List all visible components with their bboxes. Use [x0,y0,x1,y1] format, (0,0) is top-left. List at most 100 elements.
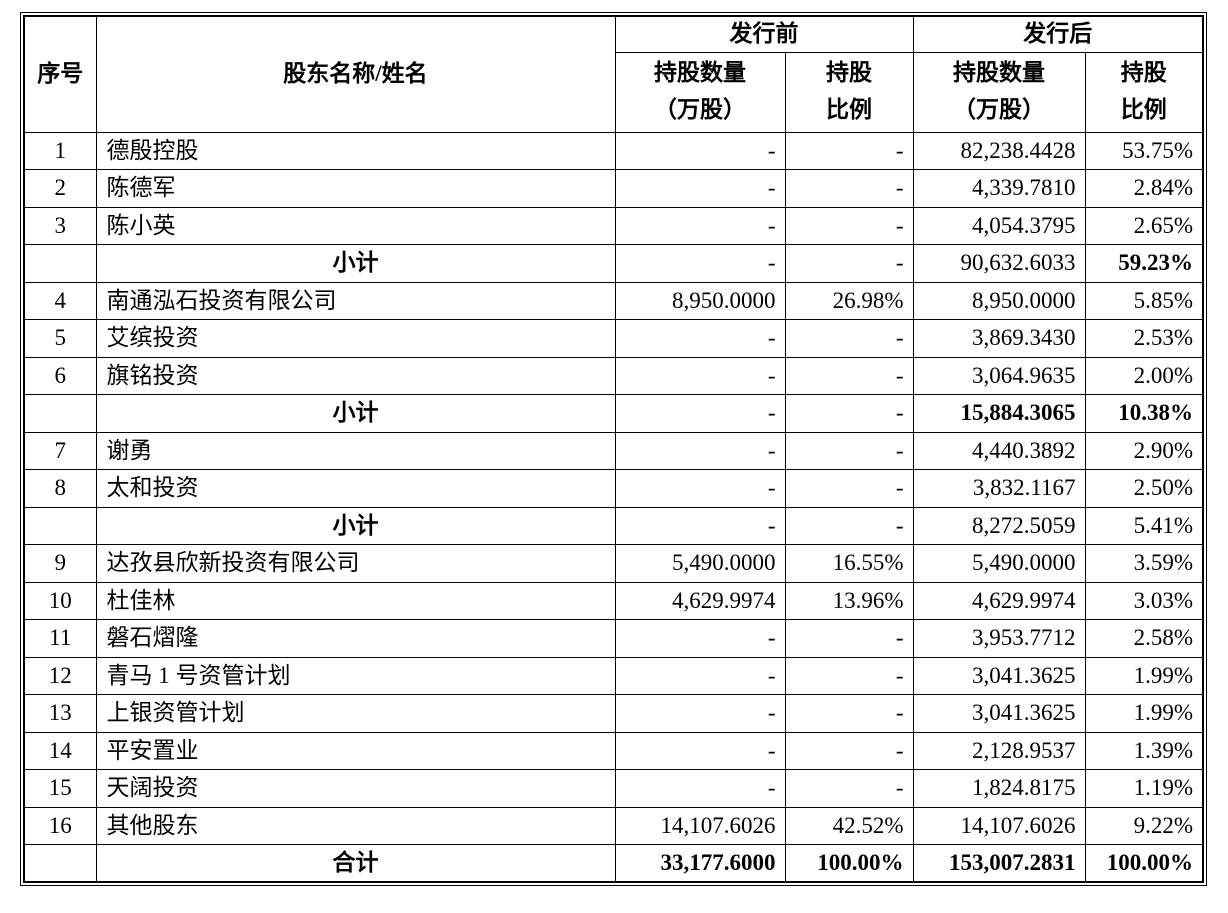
header-pre-ratio: 持股 比例 [784,51,914,133]
cell-post-qty: 90,632.6033 [912,244,1086,283]
table-row: 8 太和投资 - -3,832.1167 2.50% [23,469,1204,508]
header-post-qty: 持股数量 （万股） [912,51,1086,133]
cell-index: 4 [23,281,97,320]
cell-pre-qty: - [614,169,786,208]
cell-shareholder-name: 天阔投资 [95,769,616,808]
header-shareholder-name: 股东名称/姓名 [95,15,616,133]
cell-post-qty: 3,041.3625 [912,694,1086,733]
cell-post-qty: 15,884.3065 [912,394,1086,433]
cell-index [23,244,97,283]
cell-index: 3 [23,206,97,245]
cell-shareholder-name: 谢勇 [95,431,616,470]
cell-index: 6 [23,356,97,395]
cell-index [23,394,97,433]
cell-pre-ratio: - [784,506,914,545]
cell-post-ratio: 3.59% [1084,544,1204,583]
cell-index: 7 [23,431,97,470]
cell-index [23,506,97,545]
cell-pre-ratio: - [784,619,914,658]
table-row: 15 天阔投资 - -1,824.8175 1.19% [23,769,1204,808]
cell-pre-ratio: - [784,131,914,170]
cell-pre-ratio: - [784,356,914,395]
cell-pre-ratio: - [784,244,914,283]
cell-post-ratio: 2.65% [1084,206,1204,245]
table-row: 13 上银资管计划 - -3,041.3625 1.99% [23,694,1204,733]
table-row: 小计 - -8,272.5059 5.41% [23,506,1204,545]
cell-post-qty: 4,440.3892 [912,431,1086,470]
cell-pre-ratio: - [784,394,914,433]
table-row: 5 艾缤投资 - -3,869.3430 2.53% [23,319,1204,358]
cell-shareholder-name: 其他股东 [95,806,616,845]
cell-post-ratio: 5.41% [1084,506,1204,545]
cell-index: 16 [23,806,97,845]
cell-pre-ratio: 13.96% [784,581,914,620]
cell-post-ratio: 9.22% [1084,806,1204,845]
cell-pre-ratio: 16.55% [784,544,914,583]
cell-post-ratio: 2.53% [1084,319,1204,358]
cell-shareholder-name: 太和投资 [95,469,616,508]
table-row: 12 青马 1 号资管计划 - -3,041.3625 1.99% [23,656,1204,695]
cell-post-qty: 14,107.6026 [912,806,1086,845]
cell-index: 13 [23,694,97,733]
cell-pre-ratio: - [784,731,914,770]
cell-post-qty: 3,832.1167 [912,469,1086,508]
cell-post-ratio: 59.23% [1084,244,1204,283]
cell-pre-qty: - [614,506,786,545]
cell-pre-qty: - [614,731,786,770]
cell-post-qty: 8,950.0000 [912,281,1086,320]
cell-pre-qty: 4,629.9974 [614,581,786,620]
cell-post-qty: 3,869.3430 [912,319,1086,358]
cell-post-qty: 4,054.3795 [912,206,1086,245]
cell-post-ratio: 2.00% [1084,356,1204,395]
cell-shareholder-name: 南通泓石投资有限公司 [95,281,616,320]
table-header: 序号 股东名称/姓名 发行前 发行后 持股数量 （万股） 持股 比例 持股数量 … [23,15,1204,133]
cell-shareholder-name: 磐石熠隆 [95,619,616,658]
shareholding-table-frame: 序号 股东名称/姓名 发行前 发行后 持股数量 （万股） 持股 比例 持股数量 … [20,12,1207,886]
cell-pre-qty: - [614,206,786,245]
cell-post-ratio: 2.58% [1084,619,1204,658]
cell-post-qty: 4,629.9974 [912,581,1086,620]
cell-post-qty: 8,272.5059 [912,506,1086,545]
cell-shareholder-name: 艾缤投资 [95,319,616,358]
cell-post-qty: 1,824.8175 [912,769,1086,808]
cell-post-ratio: 1.99% [1084,656,1204,695]
cell-shareholder-name: 小计 [95,394,616,433]
cell-index: 1 [23,131,97,170]
table-row: 合计 33,177.6000 100.00% 153,007.2831 100.00% [23,844,1204,883]
cell-index: 9 [23,544,97,583]
cell-post-qty: 2,128.9537 [912,731,1086,770]
table-row: 14 平安置业 - -2,128.9537 1.39% [23,731,1204,770]
cell-post-qty: 153,007.2831 [912,844,1086,883]
table-row: 16 其他股东 14,107.6026 42.52% 14,107.6026 9.22% [23,806,1204,845]
cell-post-ratio: 1.19% [1084,769,1204,808]
cell-post-ratio: 1.99% [1084,694,1204,733]
cell-index: 8 [23,469,97,508]
cell-pre-ratio: - [784,656,914,695]
cell-post-ratio: 5.85% [1084,281,1204,320]
cell-index: 14 [23,731,97,770]
cell-pre-qty: - [614,694,786,733]
cell-pre-ratio: - [784,206,914,245]
cell-shareholder-name: 陈小英 [95,206,616,245]
cell-pre-ratio: - [784,319,914,358]
cell-index: 15 [23,769,97,808]
cell-index [23,844,97,883]
header-pre-issuance-group: 发行前 [614,15,914,53]
header-index: 序号 [23,15,97,133]
cell-pre-qty: 33,177.6000 [614,844,786,883]
cell-shareholder-name: 上银资管计划 [95,694,616,733]
table-row: 小计 - -15,884.3065 10.38% [23,394,1204,433]
header-post-ratio: 持股 比例 [1084,51,1204,133]
cell-post-qty: 5,490.0000 [912,544,1086,583]
cell-pre-qty: - [614,431,786,470]
cell-shareholder-name: 杜佳林 [95,581,616,620]
table-row: 3 陈小英 - -4,054.3795 2.65% [23,206,1204,245]
cell-index: 2 [23,169,97,208]
table-row: 11 磐石熠隆 - -3,953.7712 2.58% [23,619,1204,658]
cell-pre-ratio: - [784,431,914,470]
cell-index: 11 [23,619,97,658]
cell-pre-ratio: - [784,469,914,508]
cell-pre-qty: 5,490.0000 [614,544,786,583]
table-row: 4 南通泓石投资有限公司 8,950.0000 26.98% 8,950.0000 5.8… [23,281,1204,320]
